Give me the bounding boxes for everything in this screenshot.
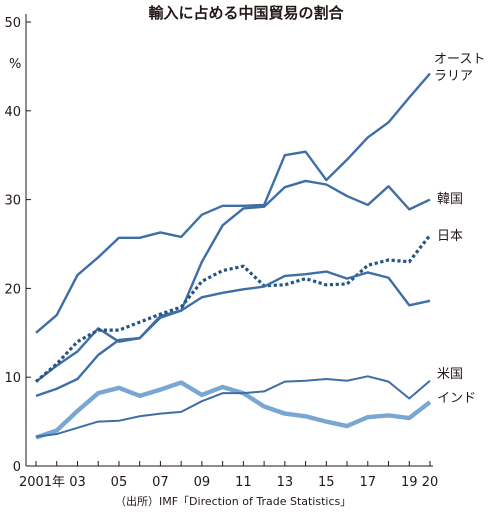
- series-line-0: [35, 72, 431, 334]
- y-axis-ticks: 0 10 20 30 40 50: [4, 16, 31, 475]
- y-tick-label: 50: [4, 16, 21, 31]
- x-tick-label: 11: [235, 475, 252, 490]
- axes: [25, 14, 433, 467]
- x-tick-label: 09: [194, 475, 211, 490]
- x-tick-label: 20: [422, 475, 439, 490]
- x-tick-label: 19: [401, 475, 418, 490]
- series-label-2: 日本: [437, 229, 463, 244]
- source-note: （出所）IMF「Direction of Trade Statistics」: [115, 494, 351, 508]
- series-label-0: ラリア: [434, 69, 473, 84]
- series-label-1: 韓国: [437, 192, 463, 207]
- y-tick-label: 20: [4, 282, 21, 297]
- x-tick-label: 17: [360, 475, 377, 490]
- series-label-3: 米国: [437, 367, 463, 382]
- x-tick-label: 15: [318, 475, 335, 490]
- y-tick-label: 30: [4, 194, 21, 209]
- series-lines: [34, 72, 432, 440]
- series-line-4: [35, 380, 432, 440]
- y-tick-label: 0: [13, 460, 21, 475]
- unit-label: %: [9, 57, 21, 72]
- x-tick-label: 03: [69, 475, 86, 490]
- x-axis-ticks: 2001年 03 05 07 09 11 13 15 17 19 20: [19, 461, 438, 490]
- series-line-3: [35, 270, 431, 397]
- series-line-1: [35, 179, 431, 383]
- series-line-5: [35, 375, 431, 438]
- x-tick-label: 2001年: [19, 475, 65, 490]
- x-tick-label: 05: [111, 475, 128, 490]
- x-tick-label: 07: [152, 475, 169, 490]
- series-label-0: オースト: [434, 52, 485, 67]
- series-label-4: インド: [437, 391, 476, 406]
- chart-title: 輸入に占める中国貿易の割合: [148, 4, 344, 22]
- x-tick-label: 13: [277, 475, 294, 490]
- y-tick-label: 40: [4, 105, 21, 120]
- y-tick-label: 10: [4, 371, 21, 386]
